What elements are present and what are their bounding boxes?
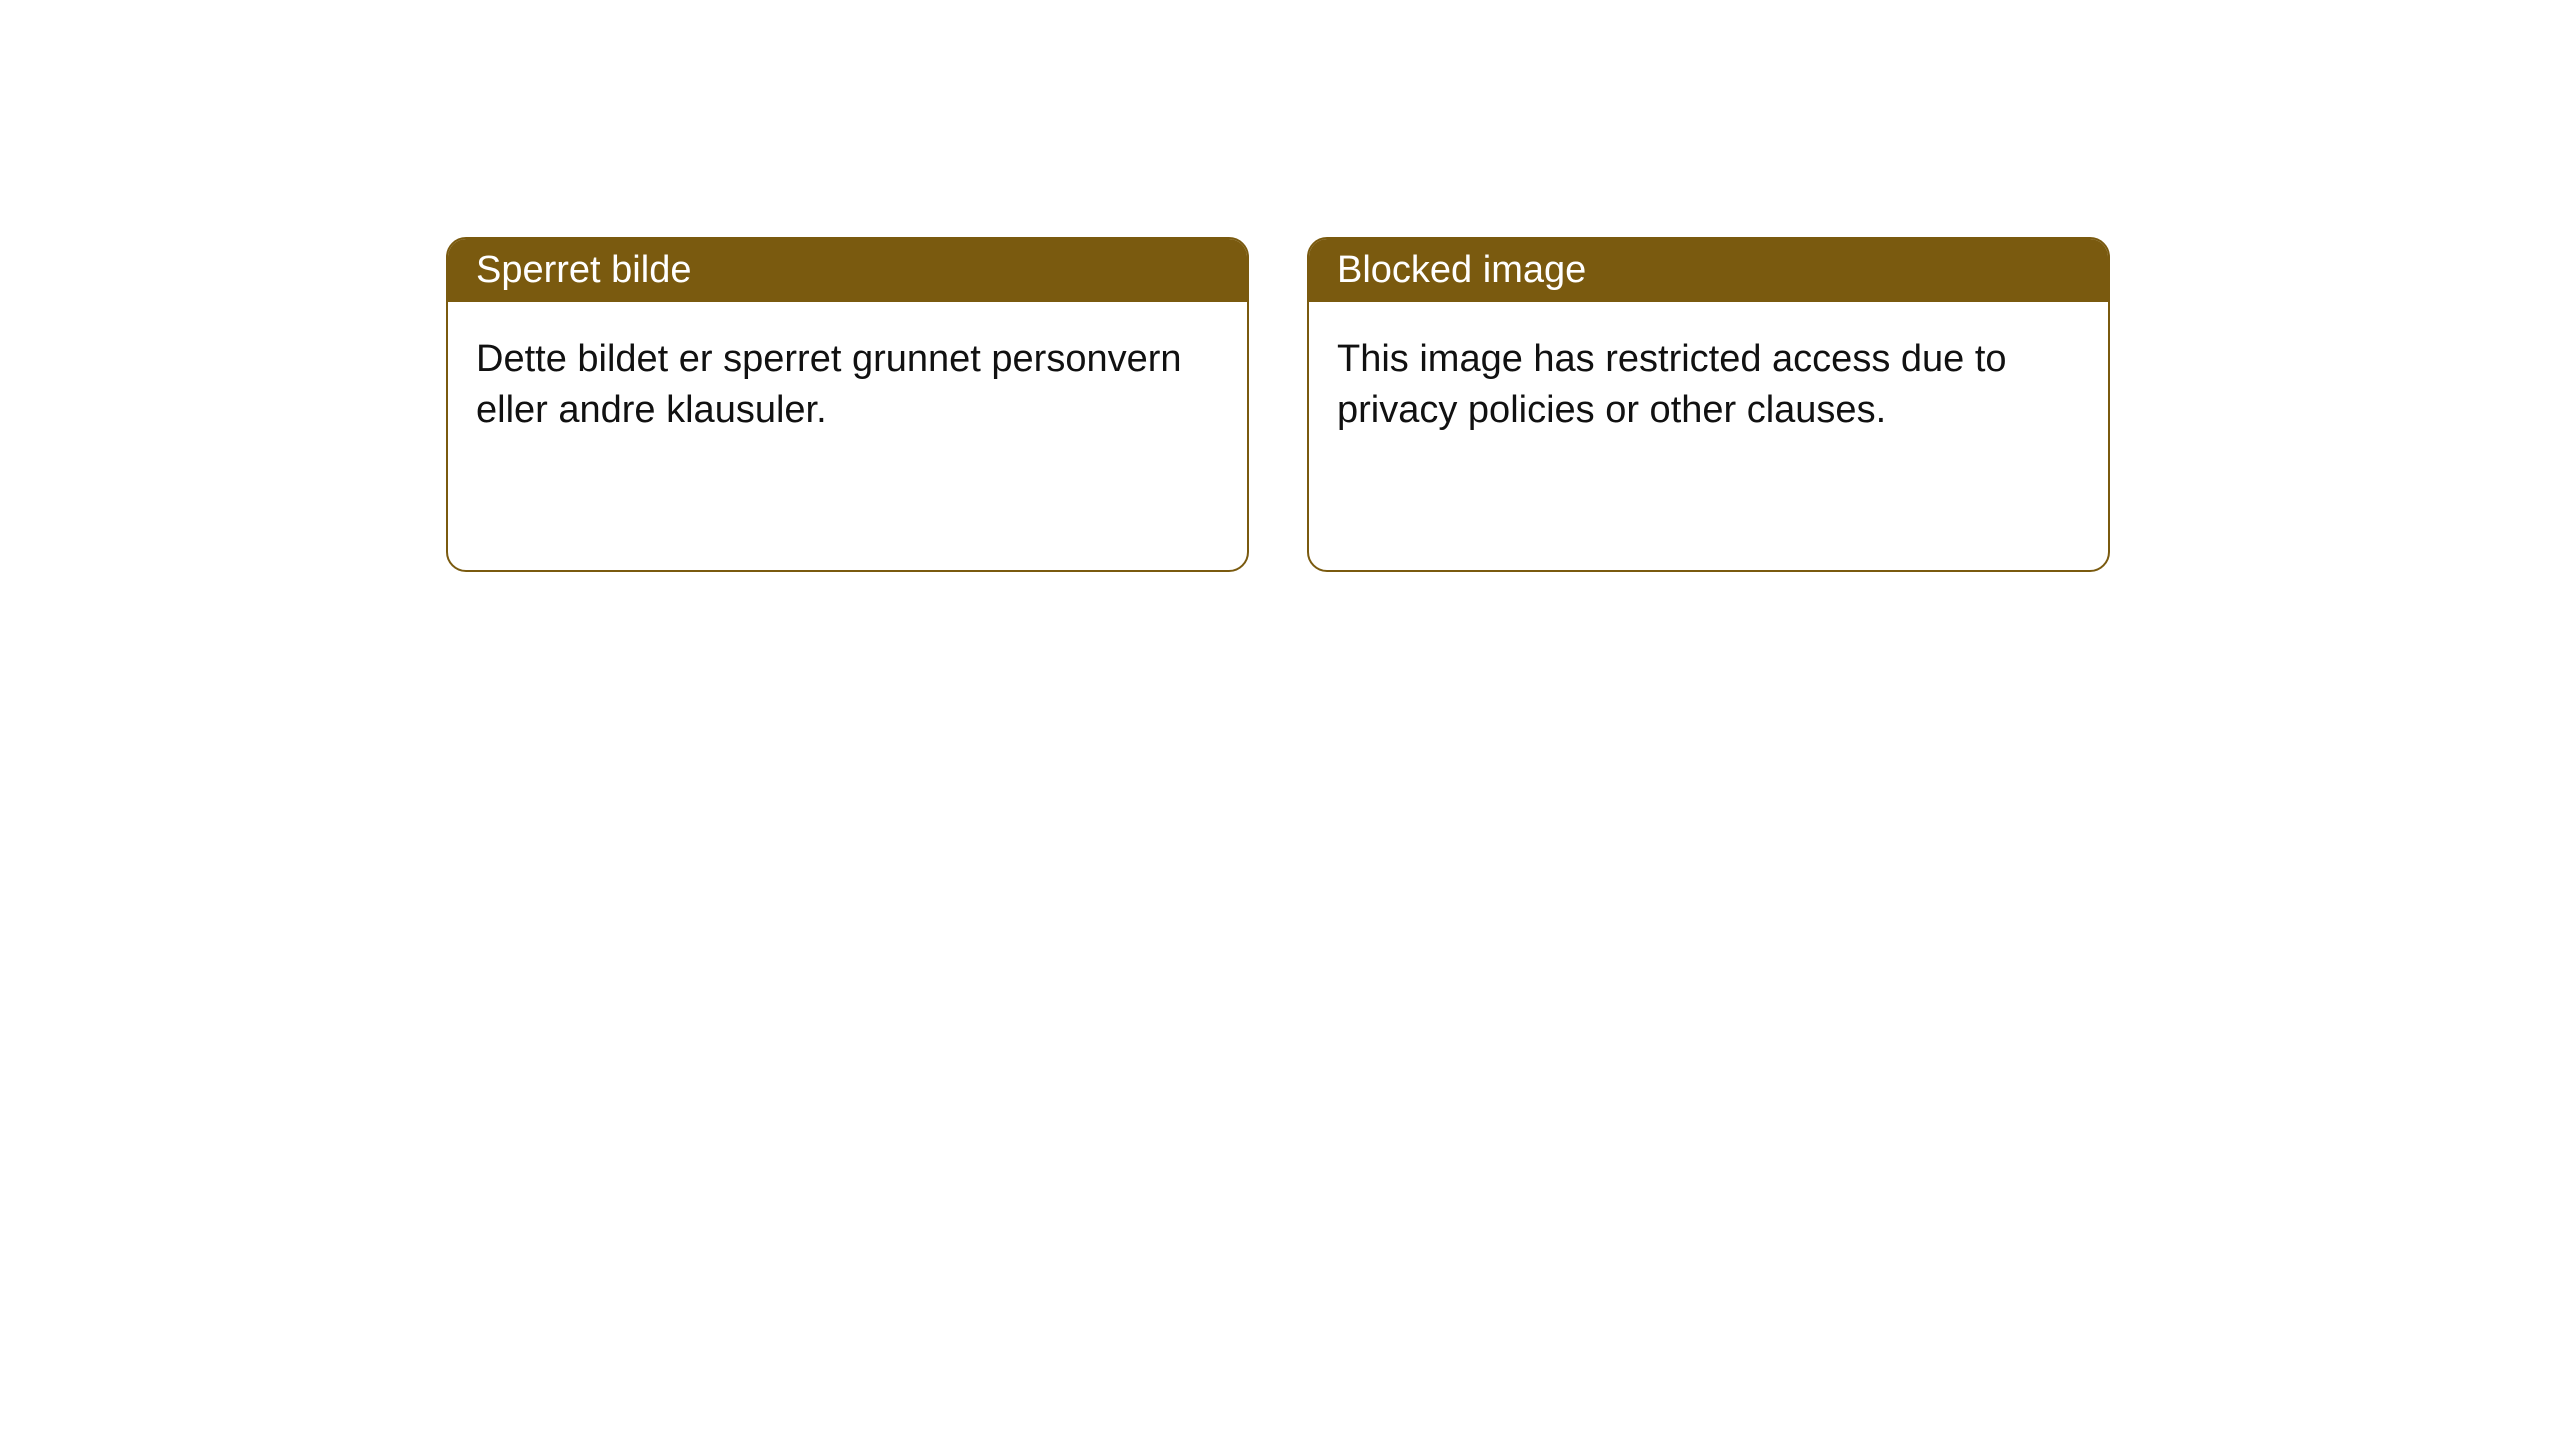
blocked-image-card-en: Blocked image This image has restricted … xyxy=(1307,237,2110,572)
card-body: This image has restricted access due to … xyxy=(1309,302,2108,469)
card-header: Sperret bilde xyxy=(448,239,1247,302)
card-body-text: Dette bildet er sperret grunnet personve… xyxy=(476,338,1182,431)
card-title: Sperret bilde xyxy=(476,249,691,291)
blocked-image-card-no: Sperret bilde Dette bildet er sperret gr… xyxy=(446,237,1249,572)
card-title: Blocked image xyxy=(1337,249,1586,291)
card-body-text: This image has restricted access due to … xyxy=(1337,338,2007,431)
card-body: Dette bildet er sperret grunnet personve… xyxy=(448,302,1247,469)
card-header: Blocked image xyxy=(1309,239,2108,302)
cards-container: Sperret bilde Dette bildet er sperret gr… xyxy=(0,0,2560,572)
